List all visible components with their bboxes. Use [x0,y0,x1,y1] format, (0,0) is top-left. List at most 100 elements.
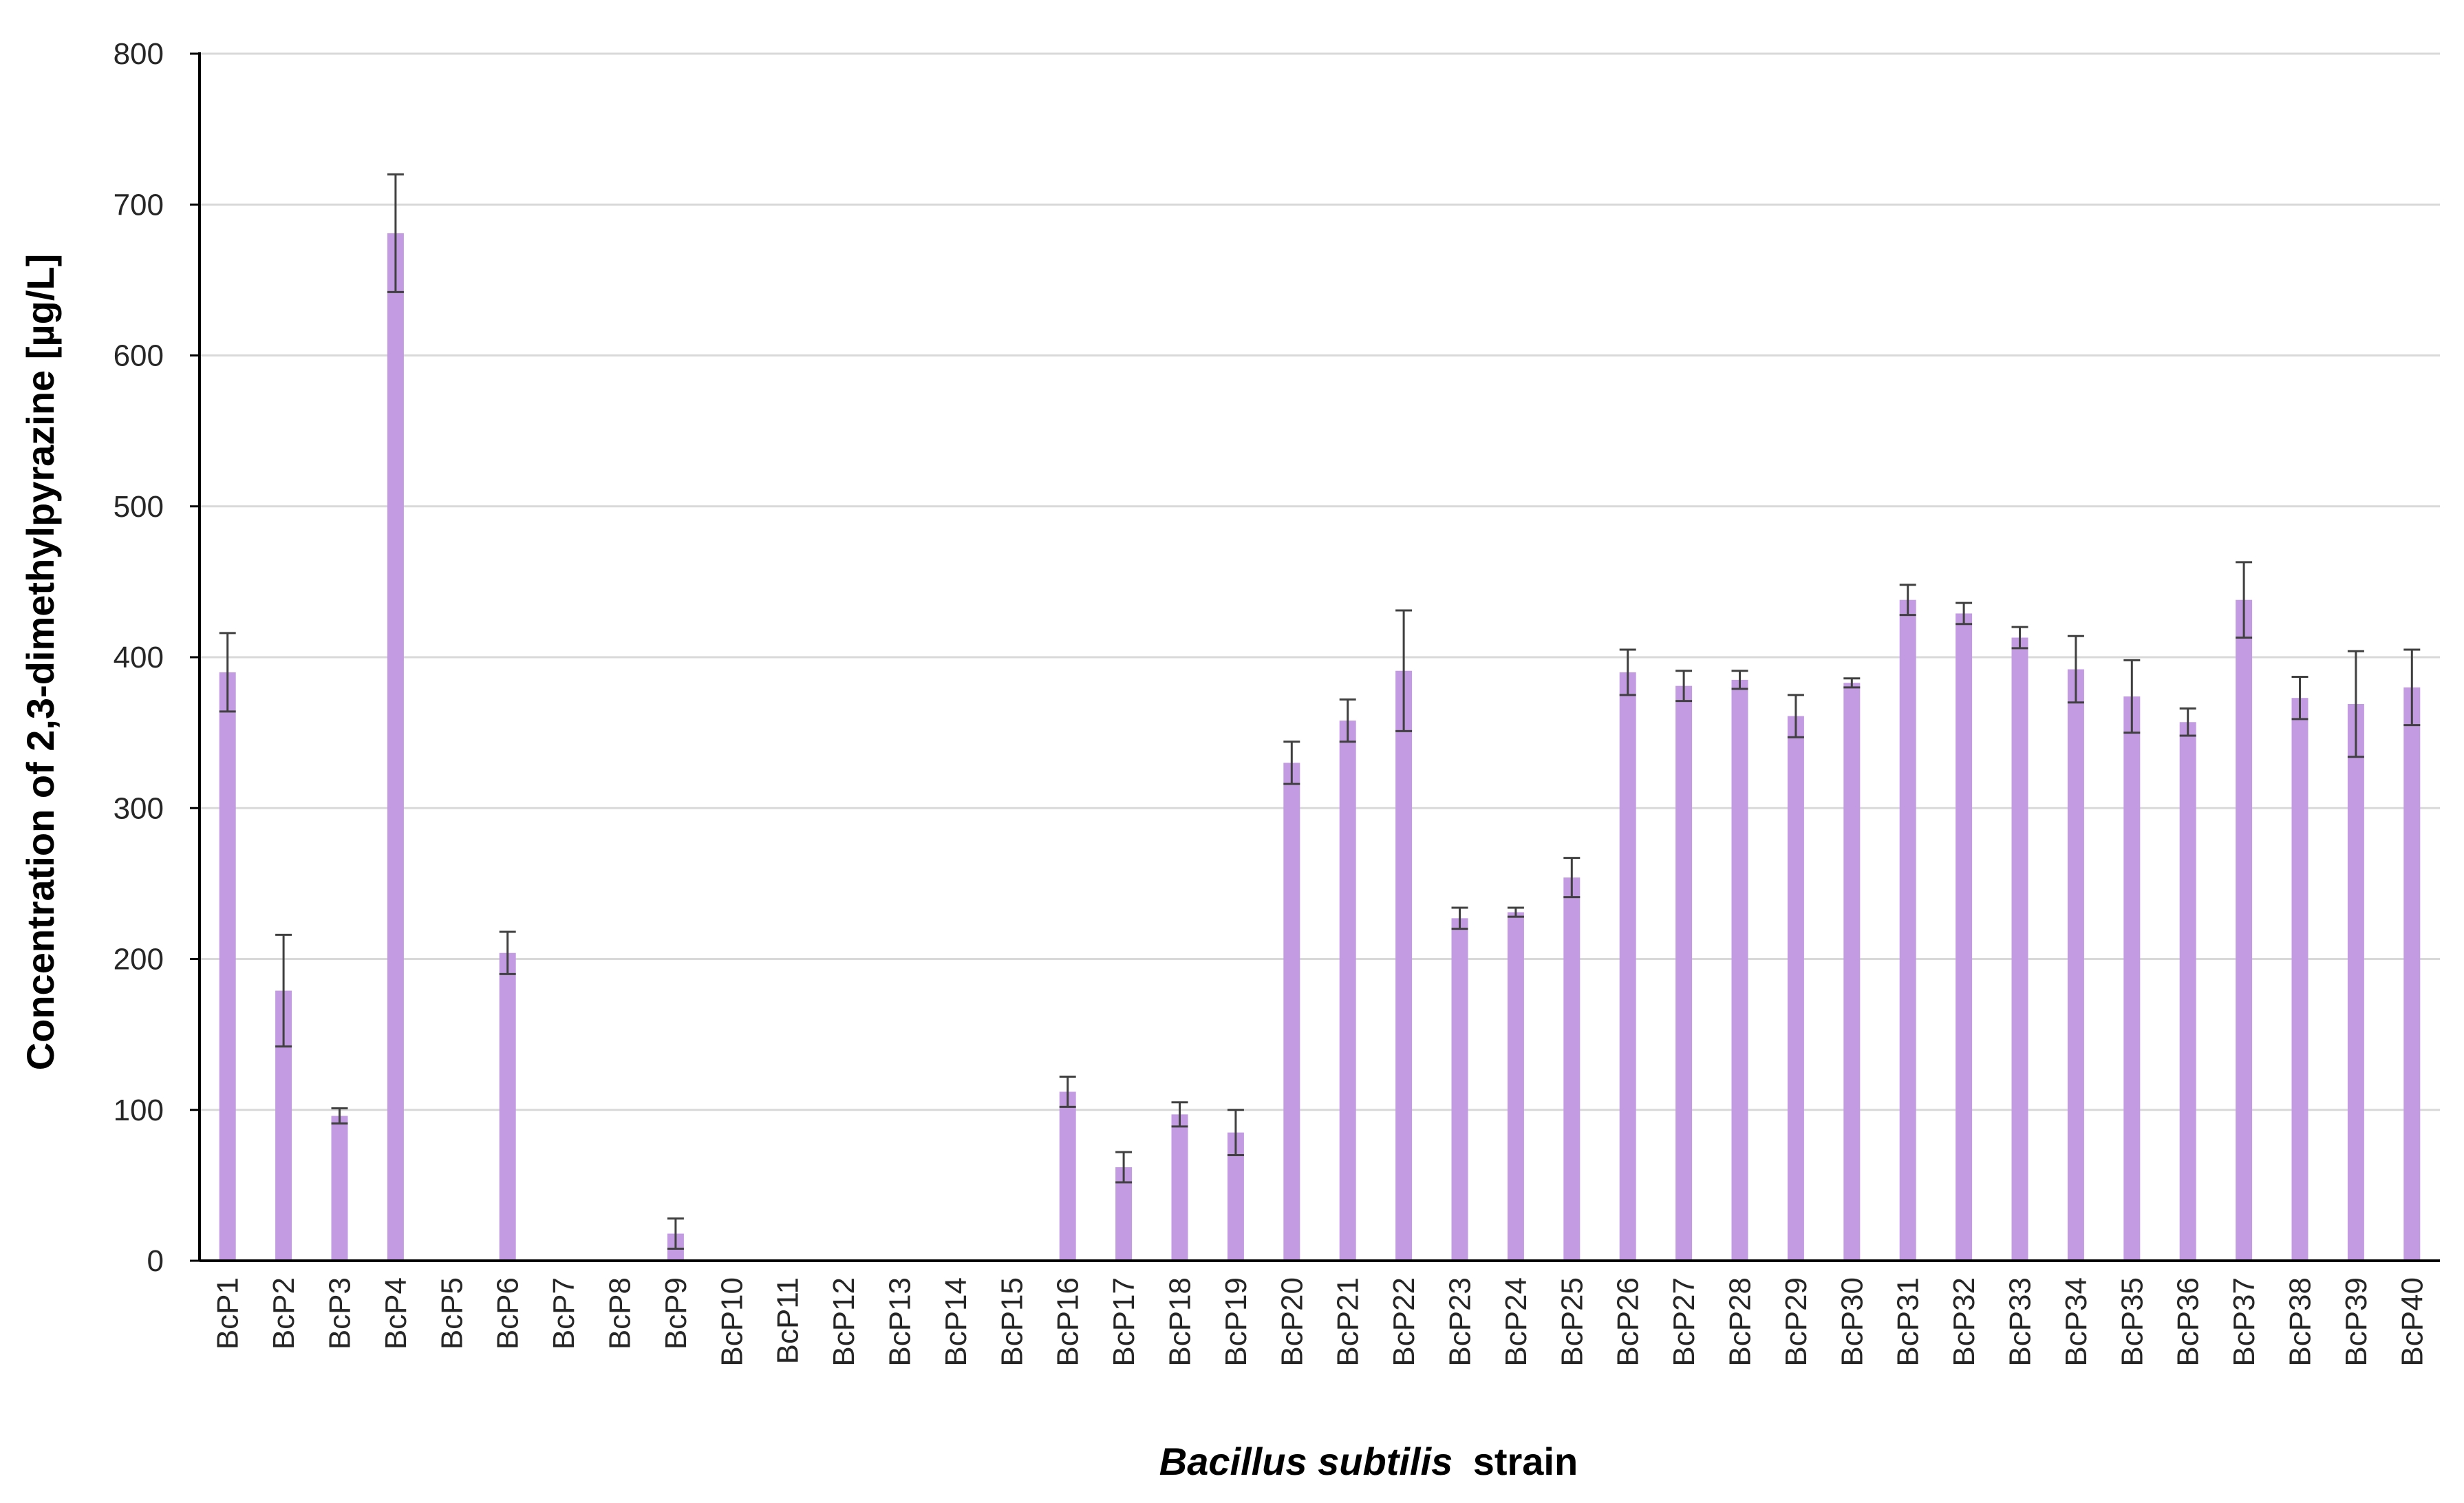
x-tick-label: BcP25 [1555,1277,1589,1367]
y-tick-label: 400 [114,641,164,674]
x-tick-label: BcP2 [267,1277,301,1350]
error-bar [1283,740,1300,785]
x-tick-label: BcP4 [379,1277,413,1350]
error-bar [1059,1076,1076,1108]
x-axis-title: Bacillus subtilis strain [1159,1440,1578,1483]
error-bar [1787,694,1804,738]
x-tick-label: BcP27 [1667,1277,1701,1367]
error-bar [1563,857,1581,899]
bar [2011,637,2028,1261]
error-bar [1339,698,1356,743]
bar [1619,672,1636,1261]
x-tick-label: BcP37 [2227,1277,2261,1367]
bar [1283,763,1300,1261]
y-tick-label: 0 [147,1244,164,1278]
error-bar [2236,561,2253,639]
x-tick-label: BcP17 [1107,1277,1141,1367]
x-tick-label: BcP15 [995,1277,1029,1367]
x-tick-label: BcP3 [323,1277,357,1350]
bar [1899,599,1916,1261]
bar [1171,1114,1188,1261]
error-bar [387,173,404,293]
x-tick-label: BcP23 [1444,1277,1477,1367]
error-bar [1395,609,1413,732]
error-bar [331,1107,348,1124]
x-tick-label: BcP8 [603,1277,637,1350]
error-bar [499,930,516,975]
x-tick-label: BcP22 [1387,1277,1421,1367]
bar [1451,918,1468,1261]
bar [2123,696,2141,1261]
x-tick-label: BcP24 [1499,1277,1533,1367]
error-bar [2011,626,2028,650]
y-tick-labels: 0 100 200 300 400 500 600 700 800 [114,37,200,1278]
bar [1843,683,1861,1261]
x-tick-label: BcP13 [883,1277,917,1367]
x-tick-labels: BcP1 BcP2 BcP3 BcP4 BcP5 BcP6 BcP7 BcP8 BcP9 BcP1… [211,1277,2430,1367]
gridlines [200,52,2440,1111]
x-tick-label: BcP28 [1724,1277,1757,1367]
error-bar [1115,1151,1133,1184]
error-bar [1899,584,1916,617]
error-bar [667,1217,684,1250]
bar [499,952,516,1261]
error-bar [2123,659,2141,734]
x-tick-label: BcP1 [211,1277,245,1350]
error-bar [1619,648,1636,696]
error-bar [1507,906,1524,918]
x-tick-label: BcP35 [2115,1277,2149,1367]
error-bar [2291,676,2308,721]
x-tick-label: BcP14 [939,1277,973,1367]
x-tick-label: BcP20 [1275,1277,1309,1367]
bar [387,233,404,1261]
bar [331,1116,348,1261]
x-tick-label: BcP9 [659,1277,693,1350]
error-bar [219,632,236,713]
bar [1395,670,1413,1261]
y-tick-label: 300 [114,791,164,825]
x-tick-label: BcP5 [435,1277,469,1350]
x-tick-label: BcP16 [1051,1277,1085,1367]
y-tick-label: 600 [114,339,164,373]
bar [2403,687,2421,1261]
x-tick-label: BcP29 [1779,1277,1813,1367]
error-bar [2403,648,2421,727]
x-tick-label: BcP40 [2395,1277,2429,1367]
error-bar [2179,707,2196,737]
bar [1339,721,1356,1261]
y-axis-title: Concentration of 2,3-dimethylpyrazine [µ… [19,254,62,1071]
x-axis-title-italic: Bacillus subtilis [1159,1440,1453,1483]
x-tick-label: BcP7 [547,1277,581,1350]
bar [2347,703,2364,1261]
x-tick-label: BcP10 [715,1277,749,1367]
x-tick-label: BcP34 [2059,1277,2093,1367]
x-tick-label: BcP18 [1164,1277,1197,1367]
error-bar [1171,1101,1188,1128]
error-bar [1451,906,1468,930]
error-bar [1956,601,1973,626]
bar [1787,716,1804,1261]
bar [1675,685,1693,1261]
x-tick-label: BcP36 [2172,1277,2205,1367]
x-tick-label: BcP31 [1892,1277,1925,1367]
bars [219,233,2421,1261]
error-bars [219,173,2421,1250]
y-tick-label: 500 [114,490,164,524]
y-tick-label: 800 [114,37,164,71]
y-tick-label: 200 [114,943,164,977]
bar [2067,669,2084,1261]
x-tick-label: BcP19 [1219,1277,1253,1367]
x-tick-label: BcP12 [827,1277,861,1367]
error-bar [1731,670,1748,690]
error-bar [2067,635,2084,704]
bar [2236,599,2253,1261]
y-tick-label: 100 [114,1094,164,1127]
bar [1563,877,1581,1261]
bar [2179,722,2196,1261]
bar [2291,698,2308,1261]
x-tick-label: BcP21 [1331,1277,1365,1367]
error-bar [2347,650,2364,758]
x-tick-label: BcP39 [2339,1277,2373,1367]
